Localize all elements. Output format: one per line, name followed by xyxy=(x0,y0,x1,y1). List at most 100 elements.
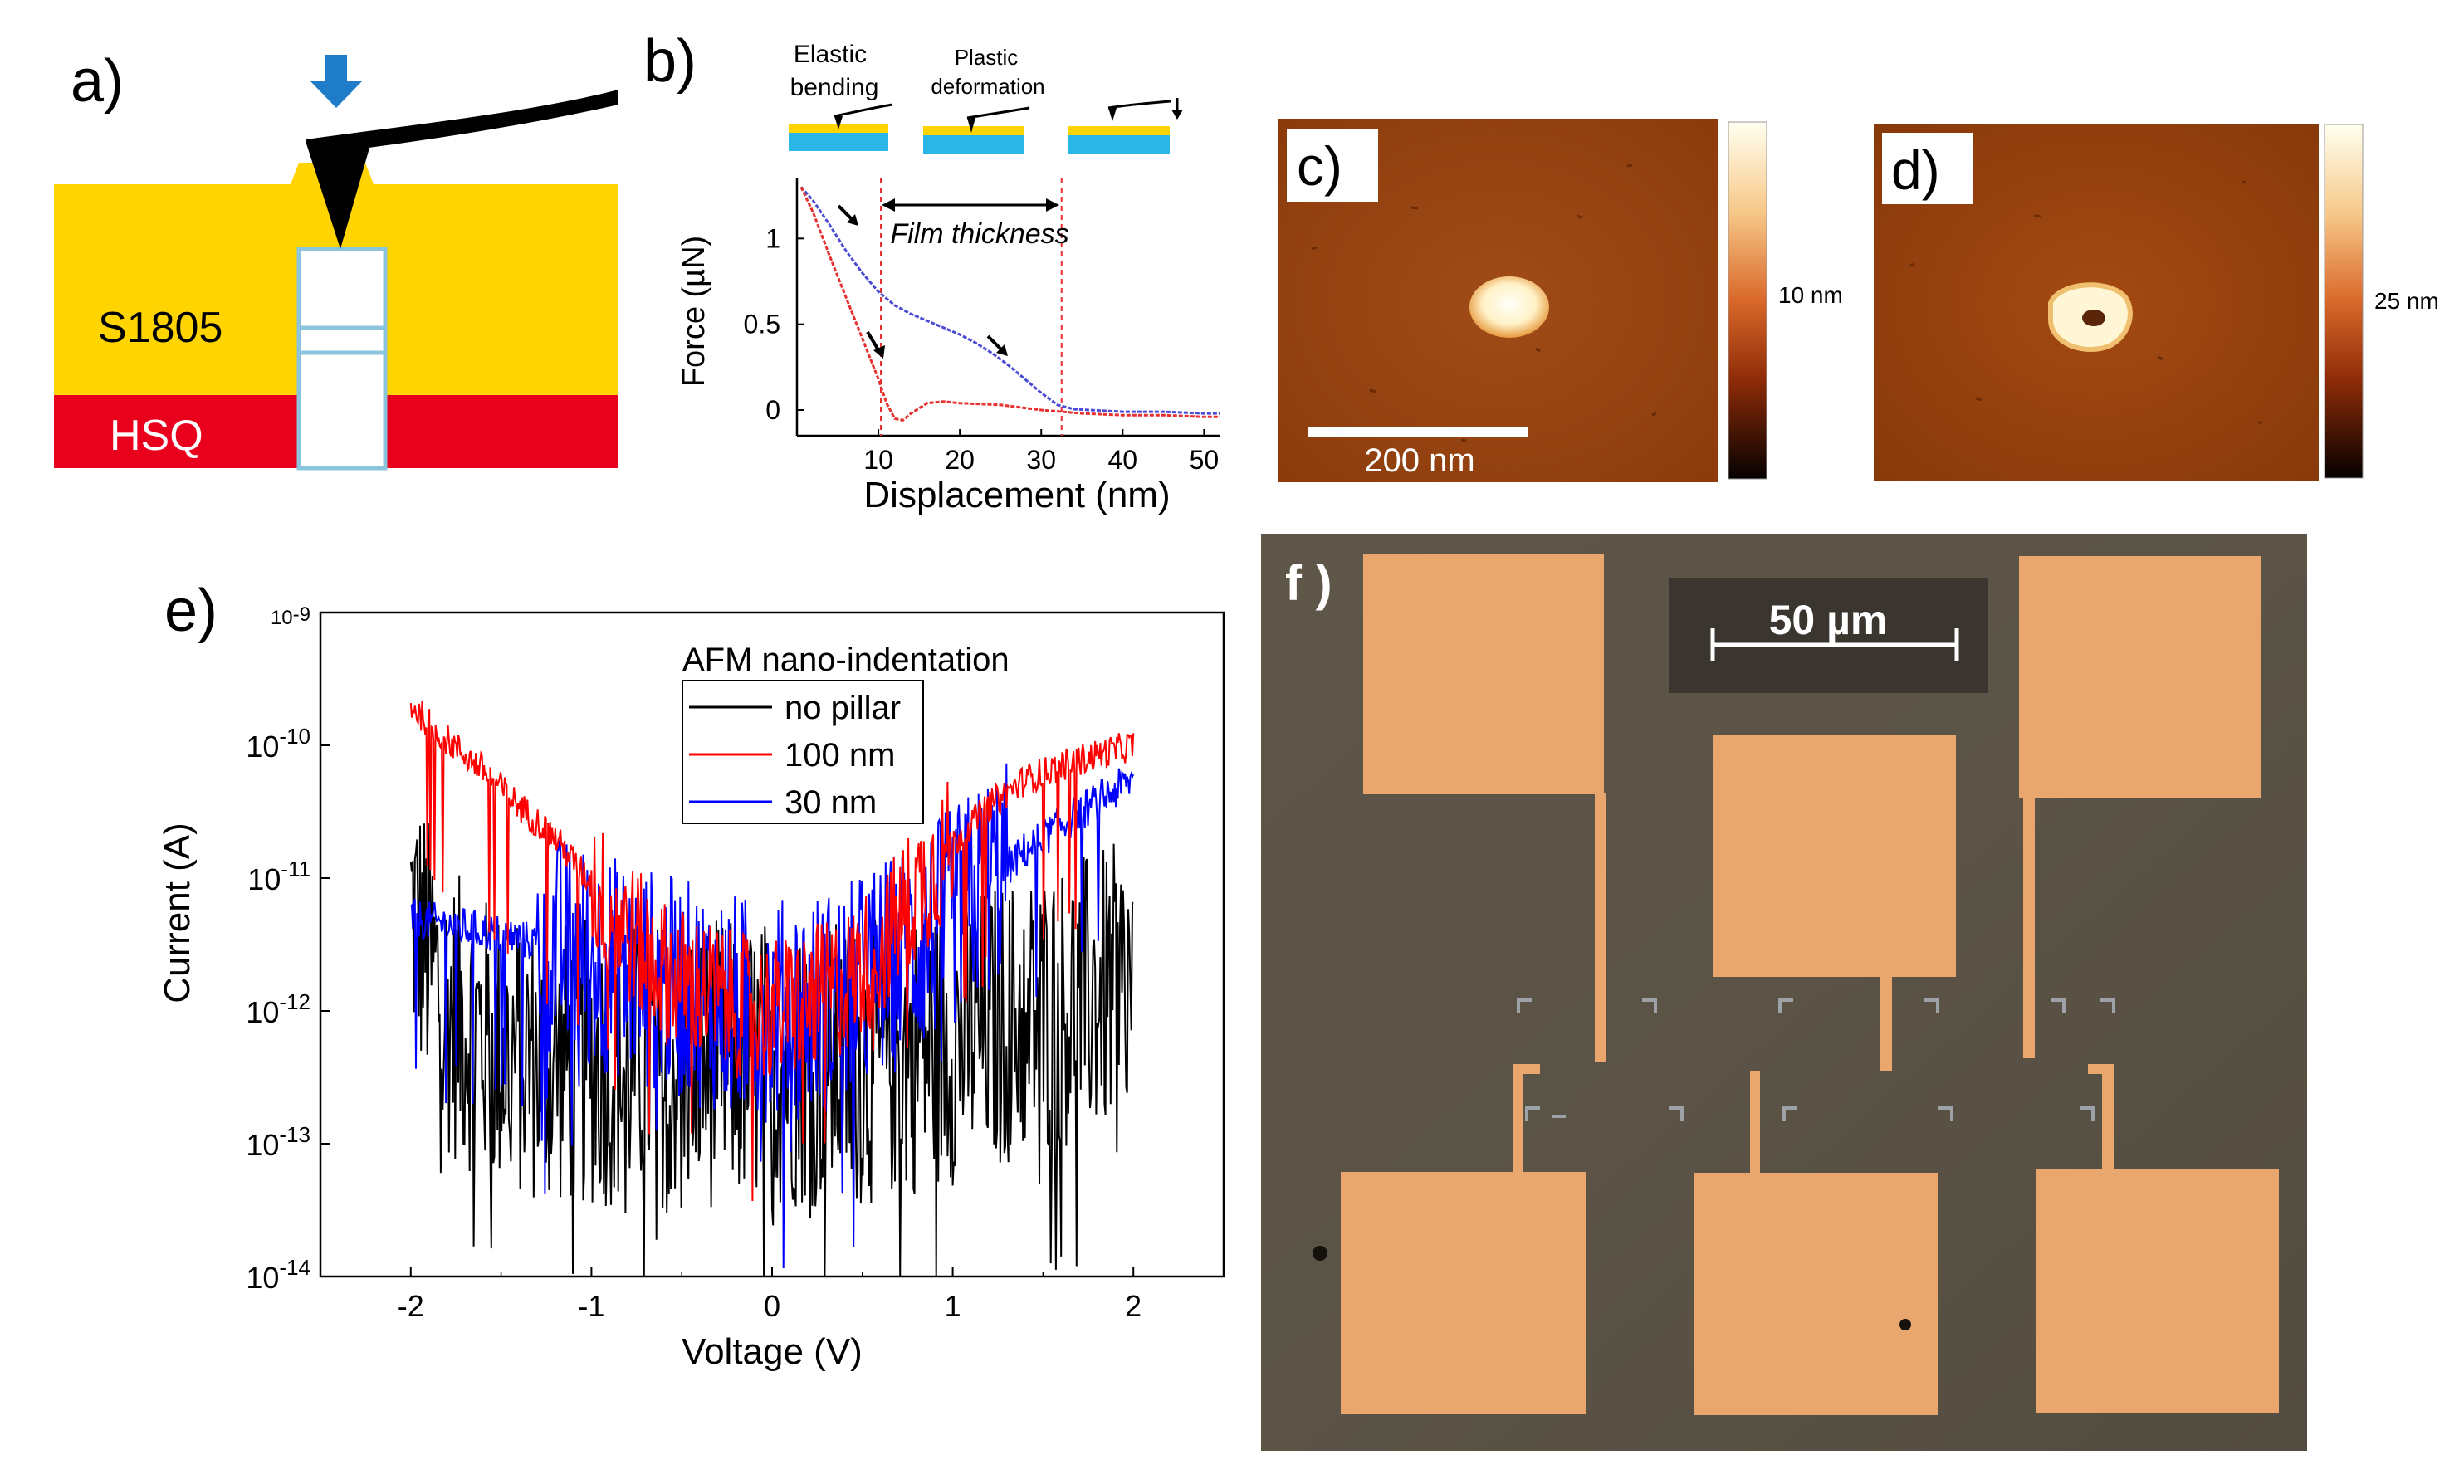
chart-e-y-tick-label: 10-13 xyxy=(246,1122,310,1162)
stage-icon-plastic xyxy=(923,106,1030,154)
legend-label: 30 nm xyxy=(785,784,877,821)
stage-icon-retract xyxy=(1068,98,1183,154)
chart-b-y-tick-label: 1 xyxy=(765,223,780,253)
nanopillar-dot-c xyxy=(1469,276,1549,338)
film-thickness-arrowhead-left xyxy=(882,198,895,212)
chart-e-legend: AFM nano-indentation no pillar 100 nm 30 n… xyxy=(682,642,1010,824)
stage-icon-elastic xyxy=(789,103,893,151)
chart-e-y-tick-label: 10-11 xyxy=(247,857,310,896)
electrode-pads xyxy=(1341,554,2279,1415)
chart-e-y-ticks: 10-14 10-13 10-12 10-11 10-10 10-9 xyxy=(246,603,330,1295)
chart-b-x-tick-label: 30 xyxy=(1026,445,1056,475)
s1805-label: S1805 xyxy=(98,304,222,352)
chart-e-x-tick-label: 0 xyxy=(764,1289,780,1323)
panel-a: a) S1805 HSQ xyxy=(54,48,618,471)
chart-e-xlabel: Voltage (V) xyxy=(682,1331,863,1372)
arrow-unload-top-icon xyxy=(837,204,858,226)
chart-b-series-loading xyxy=(799,186,1220,415)
chart-e-series-no-pillar xyxy=(409,822,1134,1277)
afm-tip xyxy=(306,139,372,249)
legend-label: no pillar xyxy=(785,690,901,726)
chart-e-x-tick-label: 2 xyxy=(1125,1289,1142,1323)
stage-1-line-2: bending xyxy=(790,74,879,101)
pad-bottom-left xyxy=(1341,1172,1586,1414)
electrode-traces xyxy=(1513,793,2114,1177)
chart-b-x-tick-label: 50 xyxy=(1190,445,1220,475)
hsq-label: HSQ xyxy=(110,412,203,460)
afm-noise-c xyxy=(1311,164,1657,442)
chart-e-series xyxy=(409,701,1135,1277)
arrow-load-icon xyxy=(986,334,1008,356)
pad-bottom-right xyxy=(2036,1169,2279,1413)
chart-b-y-tick-label: 0.5 xyxy=(744,310,780,339)
scalebar-c xyxy=(1308,427,1528,437)
pad-top-left xyxy=(1363,554,1604,794)
chart-e-x-tick-label: -2 xyxy=(398,1289,424,1323)
pad-top-right xyxy=(2019,556,2261,798)
panel-c: c) 200 nm 10 nm xyxy=(1278,119,1843,482)
chart-e-x-tick-label: 1 xyxy=(945,1289,961,1323)
chart-e-y-tick-label: 10-12 xyxy=(246,989,310,1029)
panel-f: f ) 50 µm xyxy=(1261,534,2307,1451)
debris-spot-2 xyxy=(1899,1319,1911,1330)
nanopillar xyxy=(296,247,388,471)
chart-e-y-tick-label: 10-9 xyxy=(271,603,310,629)
chart-b-series-unloading xyxy=(799,186,1220,422)
colorbar-c-label: 10 nm xyxy=(1778,282,1843,308)
panel-b: b) Elastic bending Plastic deformation xyxy=(643,28,1220,515)
chart-e-y-tick-label: 10-10 xyxy=(246,724,310,764)
chart-b-thickness-markers xyxy=(880,178,1063,436)
pad-top-center xyxy=(1713,735,1956,977)
debris-spot xyxy=(1313,1246,1327,1261)
legend-label: 100 nm xyxy=(785,737,895,774)
panel-a-label: a) xyxy=(71,48,124,115)
pad-bottom-center xyxy=(1694,1173,1938,1415)
film-thickness-label: Film thickness xyxy=(890,218,1068,250)
panel-c-label-box xyxy=(1287,129,1378,202)
chart-e-ylabel: Current (A) xyxy=(157,823,198,1003)
panel-d: d) 25 nm xyxy=(1874,124,2439,481)
alignment-marks xyxy=(1517,998,2115,1121)
afm-cantilever xyxy=(306,90,618,154)
colorbar-d-label: 25 nm xyxy=(2374,288,2439,314)
legend-entries: no pillar 100 nm 30 nm xyxy=(689,690,901,821)
stage-1-line-1: Elastic xyxy=(794,41,867,68)
panel-d-label-box xyxy=(1882,133,1973,204)
chart-b-x-tick-label: 10 xyxy=(863,445,893,475)
panel-e: e) -2 -1 0 1 2 10-14 10-13 10-12 10-11 10-10 10-9… xyxy=(157,578,1225,1372)
arrow-unload-mid-icon xyxy=(866,330,885,359)
indent-hole-d xyxy=(2082,310,2105,326)
chart-e-x-tick-label: -1 xyxy=(578,1289,604,1323)
stage-2-line-2: deformation xyxy=(931,74,1044,99)
chart-e-series-30-nm xyxy=(410,763,1135,1269)
legend-title: AFM nano-indentation xyxy=(682,642,1010,678)
chart-e-x-ticks: -2 -1 0 1 2 xyxy=(320,1267,1225,1323)
chart-b-y-tick-label: 0 xyxy=(765,395,780,425)
chart-b-xlabel: Displacement (nm) xyxy=(863,475,1170,515)
panel-e-label: e) xyxy=(164,578,218,644)
afm-noise-d xyxy=(1909,180,2263,425)
colorbar-d xyxy=(2324,124,2364,479)
panel-d-label: d) xyxy=(1891,139,1940,201)
chart-b-series xyxy=(799,186,1220,422)
panel-b-label: b) xyxy=(643,28,697,95)
legend-box xyxy=(682,680,924,824)
scalebar-c-label: 200 nm xyxy=(1364,442,1474,479)
chart-b: 10 20 30 40 50 00.51 Film thickness Displ xyxy=(677,178,1220,515)
chart-e-series-100-nm xyxy=(409,701,1135,1202)
chart-b-x-tick-label: 40 xyxy=(1108,445,1138,475)
chart-b-y-ticks: 00.51 xyxy=(744,223,804,425)
chart-b-ylabel: Force (µN) xyxy=(677,236,711,387)
chart-e-y-tick-label: 10-14 xyxy=(246,1255,310,1295)
film-thickness-arrowhead-right xyxy=(1046,198,1059,212)
force-arrow-icon xyxy=(310,55,362,108)
chart-b-x-tick-label: 20 xyxy=(945,445,975,475)
chart-b-x-ticks: 10 20 30 40 50 xyxy=(863,429,1219,475)
colorbar-c xyxy=(1728,121,1767,480)
panel-f-label: f ) xyxy=(1285,555,1332,611)
scalebar-f-label: 50 µm xyxy=(1769,597,1888,643)
scalebar-f-box xyxy=(1669,578,1988,693)
stage-2-line-1: Plastic xyxy=(955,45,1019,70)
panel-c-label: c) xyxy=(1297,135,1342,197)
